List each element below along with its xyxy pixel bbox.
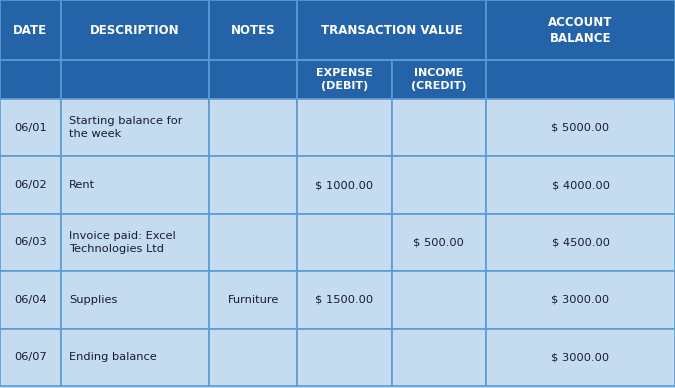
Text: TRANSACTION VALUE: TRANSACTION VALUE [321, 24, 462, 36]
Text: 06/07: 06/07 [14, 352, 47, 362]
FancyBboxPatch shape [486, 60, 675, 99]
FancyBboxPatch shape [209, 60, 297, 99]
FancyBboxPatch shape [61, 214, 209, 271]
FancyBboxPatch shape [61, 99, 209, 156]
Text: 06/03: 06/03 [14, 237, 47, 248]
FancyBboxPatch shape [0, 0, 61, 60]
Text: Supplies: Supplies [69, 295, 117, 305]
Text: Starting balance for
the week: Starting balance for the week [69, 116, 182, 139]
FancyBboxPatch shape [0, 156, 61, 214]
FancyBboxPatch shape [0, 271, 61, 329]
FancyBboxPatch shape [61, 60, 209, 99]
FancyBboxPatch shape [209, 99, 297, 156]
FancyBboxPatch shape [486, 214, 675, 271]
FancyBboxPatch shape [392, 156, 486, 214]
Text: Furniture: Furniture [227, 295, 279, 305]
Text: Rent: Rent [69, 180, 95, 190]
FancyBboxPatch shape [486, 0, 675, 60]
Text: DATE: DATE [14, 24, 47, 36]
FancyBboxPatch shape [61, 271, 209, 329]
Text: ACCOUNT
BALANCE: ACCOUNT BALANCE [548, 16, 613, 45]
Text: $ 1000.00: $ 1000.00 [315, 180, 373, 190]
FancyBboxPatch shape [297, 271, 392, 329]
FancyBboxPatch shape [297, 0, 486, 60]
FancyBboxPatch shape [297, 214, 392, 271]
FancyBboxPatch shape [0, 329, 61, 386]
Text: 06/02: 06/02 [14, 180, 47, 190]
FancyBboxPatch shape [61, 0, 209, 60]
Text: NOTES: NOTES [231, 24, 275, 36]
Text: $ 3000.00: $ 3000.00 [551, 352, 610, 362]
FancyBboxPatch shape [209, 0, 297, 60]
Text: INCOME
(CREDIT): INCOME (CREDIT) [411, 68, 466, 91]
FancyBboxPatch shape [392, 99, 486, 156]
FancyBboxPatch shape [0, 60, 61, 99]
FancyBboxPatch shape [392, 271, 486, 329]
FancyBboxPatch shape [209, 156, 297, 214]
Text: $ 3000.00: $ 3000.00 [551, 295, 610, 305]
Text: 06/01: 06/01 [14, 123, 47, 133]
FancyBboxPatch shape [297, 99, 392, 156]
Text: $ 1500.00: $ 1500.00 [315, 295, 373, 305]
FancyBboxPatch shape [297, 156, 392, 214]
FancyBboxPatch shape [209, 329, 297, 386]
FancyBboxPatch shape [0, 214, 61, 271]
Text: DESCRIPTION: DESCRIPTION [90, 24, 180, 36]
FancyBboxPatch shape [0, 99, 61, 156]
FancyBboxPatch shape [392, 60, 486, 99]
FancyBboxPatch shape [297, 329, 392, 386]
FancyBboxPatch shape [209, 271, 297, 329]
FancyBboxPatch shape [297, 60, 392, 99]
FancyBboxPatch shape [486, 329, 675, 386]
Text: Invoice paid: Excel
Technologies Ltd: Invoice paid: Excel Technologies Ltd [69, 231, 176, 254]
Text: $ 500.00: $ 500.00 [413, 237, 464, 248]
FancyBboxPatch shape [61, 329, 209, 386]
Text: $ 5000.00: $ 5000.00 [551, 123, 610, 133]
FancyBboxPatch shape [392, 214, 486, 271]
FancyBboxPatch shape [486, 99, 675, 156]
FancyBboxPatch shape [209, 214, 297, 271]
Text: Ending balance: Ending balance [69, 352, 157, 362]
Text: 06/04: 06/04 [14, 295, 47, 305]
FancyBboxPatch shape [392, 329, 486, 386]
FancyBboxPatch shape [486, 271, 675, 329]
FancyBboxPatch shape [61, 156, 209, 214]
Text: EXPENSE
(DEBIT): EXPENSE (DEBIT) [316, 68, 373, 91]
FancyBboxPatch shape [486, 156, 675, 214]
Text: $ 4500.00: $ 4500.00 [551, 237, 610, 248]
Text: $ 4000.00: $ 4000.00 [551, 180, 610, 190]
